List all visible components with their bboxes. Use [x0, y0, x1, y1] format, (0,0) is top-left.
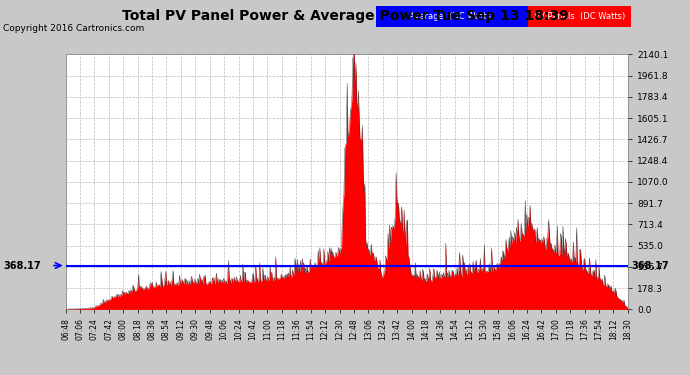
Text: Average  (DC Watts): Average (DC Watts): [409, 12, 495, 21]
Text: 368.17: 368.17: [3, 261, 41, 270]
Text: PV Panels  (DC Watts): PV Panels (DC Watts): [534, 12, 625, 21]
Text: Copyright 2016 Cartronics.com: Copyright 2016 Cartronics.com: [3, 24, 145, 33]
Text: 368.17: 368.17: [631, 261, 669, 270]
Text: Total PV Panel Power & Average Power Tue Sep 13 18:39: Total PV Panel Power & Average Power Tue…: [121, 9, 569, 23]
